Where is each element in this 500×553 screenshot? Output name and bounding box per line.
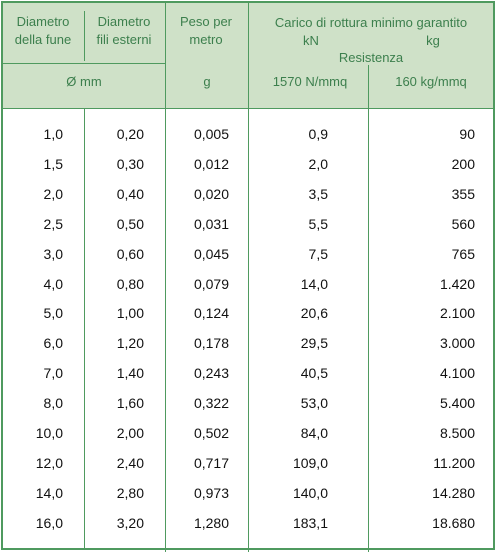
table-cell: 0,124 xyxy=(193,305,229,322)
table-cell: 0,60 xyxy=(116,245,144,262)
table-cell: 3,0 xyxy=(43,245,63,262)
table-cell: 0,80 xyxy=(116,275,144,292)
table-cell: 2,80 xyxy=(116,484,144,501)
table-cell: 0,045 xyxy=(193,245,229,262)
header-diametro-fune-line1: Diametro xyxy=(16,14,70,29)
divider-col1-body xyxy=(84,109,85,550)
table-cell: 10,0 xyxy=(35,425,63,441)
table-cell: 4.100 xyxy=(439,365,475,382)
divider-col3 xyxy=(248,3,249,552)
table-cell: 0,40 xyxy=(116,185,144,202)
table-cell: 11.200 xyxy=(433,454,475,471)
divider-col2 xyxy=(165,3,166,552)
header-peso-line2: metro xyxy=(189,32,223,47)
table-cell: 0,178 xyxy=(193,335,229,352)
table-cell: 14.280 xyxy=(432,484,475,501)
table-cell: 0,005 xyxy=(193,126,229,142)
table-cell: 1,280 xyxy=(193,514,229,531)
table-cell: 0,20 xyxy=(116,126,144,142)
table-cell: 0,717 xyxy=(193,454,229,471)
table-cell: 109,0 xyxy=(292,454,328,471)
table-cell: 1,0 xyxy=(43,126,63,142)
table-cell: 1,40 xyxy=(116,365,144,382)
header-unit-g: g xyxy=(203,74,211,89)
table-cell: 0,50 xyxy=(116,215,144,232)
table-cell: 7,5 xyxy=(308,245,328,262)
table-cell: 14,0 xyxy=(300,275,328,292)
header-kn: kN xyxy=(303,33,319,48)
table-cell: 2,0 xyxy=(43,185,63,202)
table-cell: 14,0 xyxy=(35,484,63,501)
table-cell: 2.100 xyxy=(439,305,475,322)
table-cell: 90 xyxy=(459,126,475,142)
header-divider-left xyxy=(3,63,165,64)
table-cell: 2,0 xyxy=(308,155,328,172)
table-cell: 1.420 xyxy=(439,275,475,292)
table-cell: 5.400 xyxy=(439,395,475,412)
table-cell: 0,30 xyxy=(116,155,144,172)
table-cell: 3,5 xyxy=(308,185,328,202)
table-cell: 140,0 xyxy=(292,484,328,501)
header-diametro-fili-line1: Diametro xyxy=(97,14,151,29)
table-cell: 8.500 xyxy=(439,425,475,441)
table-cell: 8,0 xyxy=(43,395,63,412)
table-cell: 84,0 xyxy=(300,425,328,441)
table-cell: 0,973 xyxy=(193,484,229,501)
table-cell: 29,5 xyxy=(300,335,328,352)
header-peso-line1: Peso per xyxy=(179,14,233,29)
table-cell: 0,243 xyxy=(193,365,229,382)
table-cell: 2,00 xyxy=(116,425,144,441)
header-peso: Peso per metro xyxy=(166,13,246,49)
table-cell: 1,00 xyxy=(116,305,144,322)
table-cell: 3,20 xyxy=(116,514,144,531)
table-cell: 183,1 xyxy=(292,514,328,531)
table-cell: 6,0 xyxy=(43,335,63,352)
table-cell: 1,5 xyxy=(43,155,63,172)
table-cell: 20,6 xyxy=(300,305,328,322)
table-cell: 0,079 xyxy=(193,275,229,292)
header-carico-title: Carico di rottura minimo garantito xyxy=(274,15,468,30)
header-diametro-fili-line2: fili esterni xyxy=(96,32,152,47)
table-cell: 1,60 xyxy=(116,395,144,412)
table-cell: 40,5 xyxy=(300,365,328,382)
header-unit-mm: Ø mm xyxy=(66,74,102,89)
table-cell: 2,5 xyxy=(43,215,63,232)
table-cell: 12,0 xyxy=(35,454,63,471)
table-cell: 18.680 xyxy=(432,514,475,531)
table-cell: 53,0 xyxy=(300,395,328,412)
header-bottom-line xyxy=(3,108,493,109)
table-cell: 0,012 xyxy=(193,155,229,172)
table-cell: 0,031 xyxy=(193,215,229,232)
table-cell: 16,0 xyxy=(35,514,63,531)
header-diametro-fune-line2: della fune xyxy=(14,32,72,47)
table-cell: 1,20 xyxy=(116,335,144,352)
header-diametro-fune: Diametro della fune xyxy=(3,13,83,49)
table-cell: 200 xyxy=(451,155,475,172)
header-diametro-fili: Diametro fili esterni xyxy=(84,13,164,49)
table-cell: 560 xyxy=(451,215,475,232)
table-cell: 355 xyxy=(451,185,475,202)
header-resistenza: Resistenza xyxy=(338,50,404,65)
header-kg: kg xyxy=(426,33,440,48)
table-cell: 7,0 xyxy=(43,365,63,382)
table-cell: 0,502 xyxy=(193,425,229,441)
divider-col4 xyxy=(368,65,369,552)
table-cell: 5,0 xyxy=(43,305,63,322)
table-cell: 4,0 xyxy=(43,275,63,292)
table-cell: 5,5 xyxy=(308,215,328,232)
table-cell: 2,40 xyxy=(116,454,144,471)
table-cell: 0,020 xyxy=(193,185,229,202)
table-cell: 0,322 xyxy=(193,395,229,412)
table-cell: 765 xyxy=(451,245,475,262)
header-res-nmmq: 1570 N/mmq xyxy=(272,74,348,89)
divider-col1 xyxy=(84,11,85,61)
table-cell: 3.000 xyxy=(439,335,475,352)
table-cell: 0,9 xyxy=(308,126,328,142)
header-res-kgmmq: 160 kg/mmq xyxy=(395,74,467,89)
